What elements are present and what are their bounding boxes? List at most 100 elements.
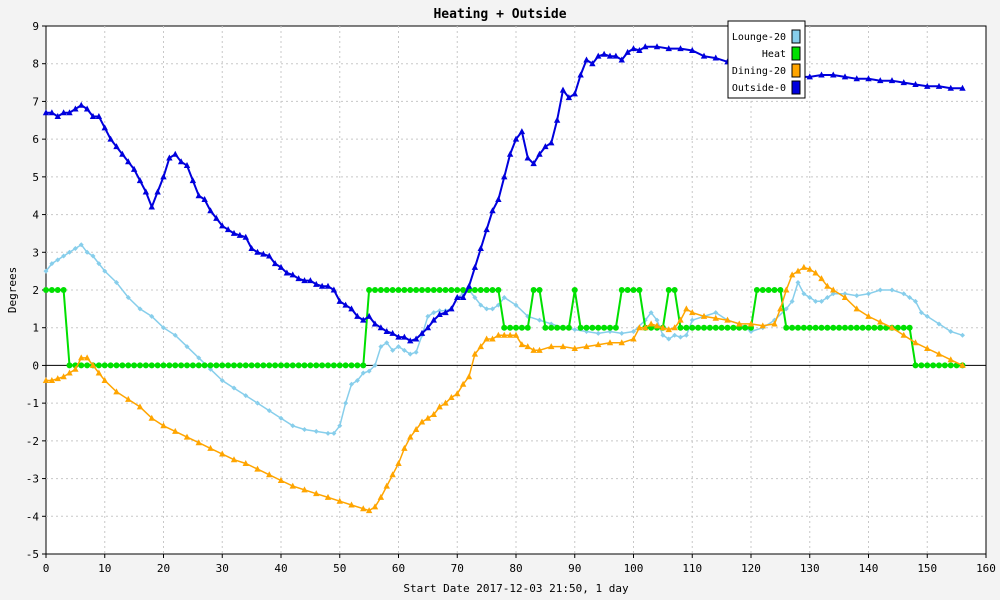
- data-point: [389, 287, 396, 293]
- data-point: [407, 433, 414, 440]
- data-point: [747, 320, 755, 327]
- data-point: [559, 86, 567, 93]
- data-point: [154, 362, 161, 369]
- data-point: [324, 282, 332, 289]
- data-point: [830, 324, 837, 331]
- data-point: [383, 287, 390, 293]
- data-point: [901, 291, 907, 297]
- data-point: [395, 287, 402, 293]
- data-point: [695, 324, 702, 331]
- data-point: [900, 79, 907, 86]
- data-point: [489, 207, 496, 214]
- data-point: [959, 84, 966, 91]
- data-point: [166, 362, 173, 369]
- y-tick-label: 3: [32, 246, 39, 259]
- data-point: [935, 82, 943, 89]
- data-point: [283, 269, 291, 276]
- data-point: [184, 362, 190, 369]
- data-point: [789, 298, 795, 304]
- data-point: [471, 350, 479, 357]
- data-point: [95, 369, 103, 376]
- x-tick-label: 130: [800, 562, 820, 575]
- data-point: [841, 294, 849, 301]
- data-point: [565, 324, 572, 331]
- data-point: [390, 347, 396, 353]
- data-point: [465, 282, 473, 289]
- data-point: [941, 362, 948, 369]
- data-point: [95, 113, 103, 120]
- data-point: [589, 60, 596, 67]
- data-point: [630, 335, 637, 342]
- data-point: [689, 317, 695, 323]
- data-point: [260, 362, 267, 369]
- data-point: [354, 378, 360, 384]
- data-point: [424, 324, 432, 331]
- data-point: [524, 154, 531, 161]
- data-point: [665, 287, 672, 293]
- data-point: [442, 287, 449, 293]
- data-point: [142, 188, 150, 195]
- data-point: [583, 324, 590, 331]
- data-point: [665, 45, 672, 52]
- data-point: [571, 287, 578, 293]
- data-point: [554, 324, 561, 331]
- data-point: [471, 263, 479, 270]
- data-point: [642, 324, 649, 331]
- data-point: [248, 362, 255, 369]
- data-point: [213, 362, 220, 369]
- data-point: [201, 362, 208, 369]
- data-point: [765, 287, 772, 293]
- data-point: [724, 316, 731, 323]
- data-point: [66, 109, 73, 116]
- data-point: [131, 362, 138, 369]
- data-point: [936, 321, 942, 327]
- x-tick-label: 10: [98, 562, 111, 575]
- data-point: [859, 324, 866, 331]
- data-point: [713, 310, 719, 316]
- data-point: [671, 324, 678, 331]
- data-point: [712, 324, 719, 331]
- data-point: [195, 362, 202, 369]
- data-point: [372, 362, 378, 368]
- data-point: [412, 426, 420, 433]
- data-point: [60, 109, 67, 116]
- data-point: [319, 362, 326, 369]
- data-point: [700, 52, 708, 59]
- data-point: [336, 497, 343, 504]
- data-point: [360, 316, 367, 323]
- data-point: [349, 381, 354, 387]
- data-point: [677, 45, 684, 52]
- data-point: [271, 260, 279, 267]
- data-point: [642, 43, 649, 50]
- data-point: [689, 324, 696, 331]
- data-point: [489, 335, 496, 342]
- data-point: [800, 324, 807, 331]
- data-point: [266, 408, 272, 414]
- data-point: [936, 362, 942, 369]
- data-point: [424, 287, 431, 293]
- data-point: [119, 362, 126, 369]
- data-point: [712, 54, 719, 61]
- data-point: [812, 324, 819, 331]
- data-point: [518, 324, 525, 331]
- data-point: [666, 336, 672, 342]
- data-point: [137, 306, 143, 312]
- legend-swatch: [791, 80, 801, 95]
- data-point: [78, 354, 85, 361]
- data-point: [889, 287, 895, 293]
- data-point: [900, 331, 907, 338]
- data-point: [512, 135, 520, 142]
- data-point: [242, 362, 249, 369]
- data-point: [248, 245, 255, 252]
- data-point: [436, 403, 443, 410]
- data-point: [161, 325, 166, 331]
- data-point: [66, 369, 73, 376]
- data-point: [278, 362, 284, 369]
- data-point: [148, 362, 155, 369]
- data-point: [366, 287, 373, 293]
- data-point: [530, 287, 537, 293]
- data-point: [113, 388, 120, 395]
- data-point: [66, 362, 73, 369]
- data-point: [384, 340, 390, 346]
